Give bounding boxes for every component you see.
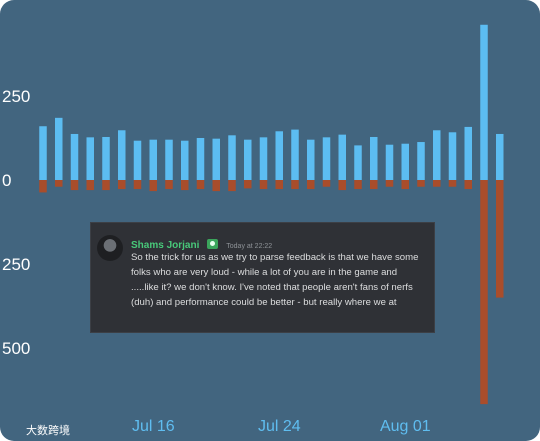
x-tick-label: Jul 16 [132,418,175,435]
negative-bar-3 [86,180,94,191]
positive-bar-14 [259,137,268,180]
negative-bar-6 [133,180,142,190]
negative-bar-28 [480,180,488,405]
author-name: Shams Jorjani [131,240,200,251]
negative-bar-8 [165,180,173,190]
negative-bar-25 [433,180,441,187]
positive-bar-16 [291,129,299,180]
positive-bar-11 [212,138,220,180]
watermark: 大数跨境 [26,423,70,437]
message-text: So the trick for us as we try to parse f… [131,252,419,308]
negative-bar-7 [149,180,157,192]
message-timestamp: Today at 22:22 [226,243,273,250]
positive-bar-27 [464,126,472,180]
positive-bar-25 [433,130,441,180]
negative-bar-12 [228,180,236,192]
positive-bar-10 [196,138,205,180]
positive-bar-22 [385,144,394,180]
negative-bar-5 [118,180,126,190]
negative-bar-14 [259,180,268,190]
author-avatar [97,235,123,261]
y-tick-label: 500 [2,339,30,358]
y-tick-label: 250 [2,87,30,106]
positive-bar-17 [307,139,315,180]
negative-bar-23 [401,180,409,190]
negative-bar-24 [417,180,425,187]
positive-bar-5 [118,130,126,180]
negative-bar-27 [464,180,472,190]
negative-bar-17 [307,180,315,190]
role-badge-icon [206,239,218,249]
negative-bar-2 [70,180,79,191]
negative-bar-19 [338,180,346,191]
x-tick-label: Jul 24 [258,418,301,435]
x-tick-label: Aug 01 [380,418,431,435]
negative-bar-21 [370,180,378,190]
negative-bar-1 [55,180,63,187]
message-header: Shams Jorjani Today at 22:22 [131,235,272,253]
positive-bar-19 [338,134,346,180]
positive-bar-15 [275,131,283,180]
positive-bar-21 [370,136,378,180]
negative-bar-16 [291,180,299,190]
negative-bar-13 [244,180,252,189]
negative-bar-22 [385,180,394,187]
positive-bar-29 [496,133,504,180]
y-tick-label: 250 [2,255,30,274]
positive-bar-4 [102,136,110,180]
negative-bar-29 [496,180,504,298]
negative-bar-4 [102,180,110,191]
negative-bar-18 [322,180,331,187]
positive-bar-18 [322,137,331,180]
positive-bar-20 [354,145,362,180]
positive-bar-26 [448,132,457,180]
negative-bar-26 [448,180,457,187]
positive-bar-1 [55,117,63,180]
positive-bar-9 [181,140,189,180]
positive-bar-23 [401,143,409,180]
positive-bar-13 [244,139,252,180]
positive-bar-7 [149,139,157,180]
positive-bar-8 [165,139,173,180]
negative-bar-15 [275,180,283,190]
positive-bar-28 [480,24,488,180]
negative-bar-9 [181,180,189,191]
negative-bar-10 [196,180,205,190]
y-tick-label: 0 [2,171,11,190]
positive-bar-3 [86,137,94,180]
positive-bar-6 [133,140,142,180]
chat-message-card: Shams Jorjani Today at 22:22 So the tric… [90,222,435,333]
negative-bar-0 [39,180,47,193]
negative-bar-11 [212,180,220,192]
positive-bar-24 [417,142,425,180]
positive-bar-2 [70,133,79,180]
positive-bar-12 [228,135,236,180]
negative-bar-20 [354,180,362,190]
positive-bar-0 [39,126,47,180]
